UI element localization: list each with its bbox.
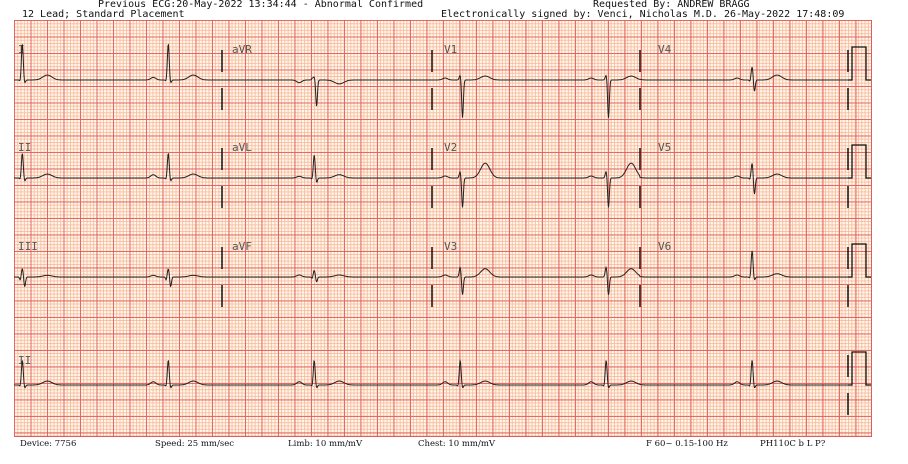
requested-by-text: Requested By: ANDREW BRAGG [593,0,750,10]
signature-text: Electronically signed by: Venci, Nichola… [441,9,845,20]
device-model-text: PH110C b L P? [760,439,826,449]
limb-gain-text: Limb: 10 mm/mV [288,439,363,449]
lead-label-i: I [18,43,25,56]
ecg-grid [14,20,872,437]
calibration-pulse [848,46,871,81]
calibration-pulse [848,351,871,386]
trace-row-4 [14,358,848,389]
trace-row-1 [13,43,848,118]
lead-label-ii: II [18,354,32,367]
lead-placement-text: 12 Lead; Standard Placement [22,9,185,20]
calibration-pulse [848,144,871,179]
lead-label-v6: V6 [658,240,672,253]
trace-row-3 [14,250,848,295]
previous-ecg-text: Previous ECG:20-May-2022 13:34:44 - Abno… [98,0,424,10]
lead-label-v4: V4 [658,43,672,56]
lead-label-v3: V3 [444,240,458,253]
calibration-pulse [848,243,871,278]
lead-label-avr: aVR [232,43,252,56]
lead-label-avl: aVL [232,141,252,154]
lead-label-ii: II [18,141,32,154]
chest-gain-text: Chest: 10 mm/mV [418,439,496,449]
trace-row-2 [14,152,848,208]
lead-label-iii: III [18,240,38,253]
filter-text: F 60~ 0.15-100 Hz [646,439,728,449]
lead-label-v2: V2 [444,141,458,154]
device-text: Device: 7756 [20,439,77,449]
lead-label-v5: V5 [658,141,672,154]
lead-label-avf: aVF [232,240,252,253]
lead-label-v1: V1 [444,43,458,56]
speed-text: Speed: 25 mm/sec [155,439,234,449]
